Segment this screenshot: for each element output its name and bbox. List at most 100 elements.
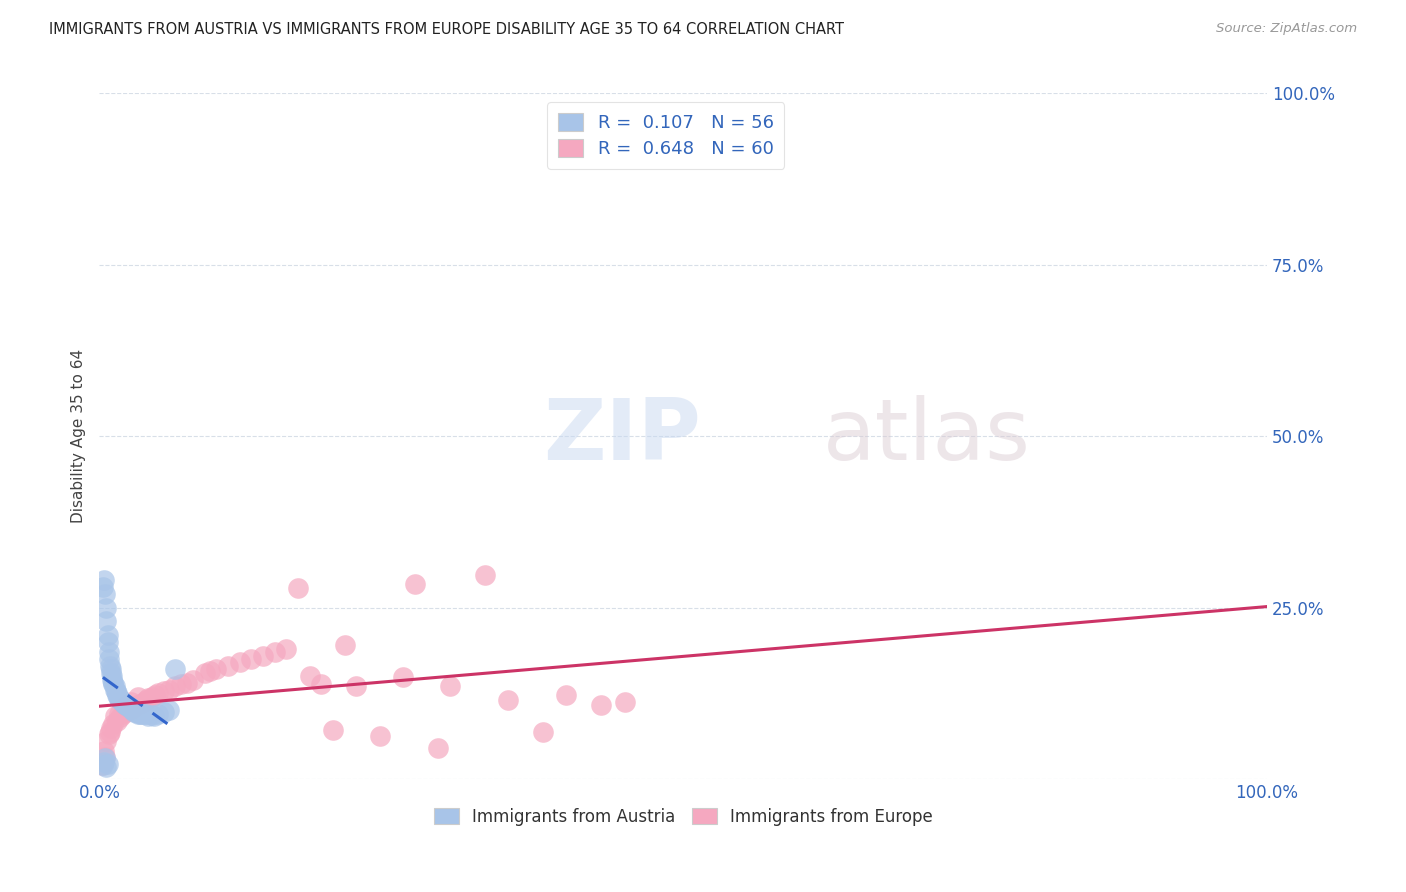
- Point: [107, 690, 129, 704]
- Point: [97, 628, 120, 642]
- Point: [105, 686, 128, 700]
- Point: [125, 698, 148, 712]
- Point: [121, 702, 143, 716]
- Point: [138, 691, 160, 706]
- Point: [124, 706, 146, 720]
- Point: [111, 706, 134, 721]
- Legend: Immigrants from Austria, Immigrants from Europe: Immigrants from Austria, Immigrants from…: [427, 801, 939, 832]
- Point: [129, 706, 152, 721]
- Point: [108, 691, 131, 706]
- Point: [193, 665, 215, 680]
- Text: IMMIGRANTS FROM AUSTRIA VS IMMIGRANTS FROM EUROPE DISABILITY AGE 35 TO 64 CORREL: IMMIGRANTS FROM AUSTRIA VS IMMIGRANTS FR…: [49, 22, 844, 37]
- Point: [322, 723, 344, 737]
- Point: [110, 693, 132, 707]
- Point: [110, 692, 132, 706]
- Point: [217, 658, 239, 673]
- Point: [181, 673, 204, 687]
- Point: [159, 703, 181, 717]
- Point: [93, 755, 115, 769]
- Y-axis label: Disability Age 35 to 64: Disability Age 35 to 64: [72, 349, 86, 524]
- Point: [127, 706, 149, 721]
- Point: [115, 698, 138, 712]
- Point: [138, 709, 160, 723]
- Point: [91, 758, 114, 772]
- Point: [117, 700, 139, 714]
- Point: [129, 697, 152, 711]
- Point: [103, 676, 125, 690]
- Text: ZIP: ZIP: [543, 394, 700, 477]
- Point: [122, 703, 145, 717]
- Point: [120, 701, 142, 715]
- Point: [97, 652, 120, 666]
- Point: [146, 706, 169, 721]
- Point: [110, 710, 132, 724]
- Point: [165, 679, 187, 693]
- Point: [96, 759, 118, 773]
- Point: [96, 600, 118, 615]
- Point: [103, 677, 125, 691]
- Point: [104, 709, 127, 723]
- Point: [97, 756, 120, 771]
- Point: [124, 700, 146, 714]
- Point: [152, 684, 174, 698]
- Point: [427, 741, 450, 756]
- Point: [240, 652, 263, 666]
- Point: [159, 682, 181, 697]
- Text: atlas: atlas: [824, 394, 1031, 477]
- Point: [132, 695, 155, 709]
- Point: [93, 573, 115, 587]
- Point: [93, 744, 115, 758]
- Point: [110, 694, 132, 708]
- Point: [276, 641, 298, 656]
- Point: [613, 695, 636, 709]
- Point: [176, 676, 198, 690]
- Point: [94, 587, 117, 601]
- Point: [135, 707, 157, 722]
- Point: [287, 582, 309, 596]
- Point: [145, 688, 167, 702]
- Point: [104, 682, 127, 697]
- Point: [298, 669, 321, 683]
- Point: [100, 665, 122, 680]
- Point: [104, 684, 127, 698]
- Point: [132, 706, 155, 721]
- Point: [141, 690, 163, 704]
- Point: [108, 706, 131, 721]
- Point: [309, 677, 332, 691]
- Point: [101, 669, 124, 683]
- Point: [100, 721, 122, 735]
- Point: [118, 700, 141, 714]
- Point: [205, 662, 228, 676]
- Point: [96, 734, 118, 748]
- Text: Source: ZipAtlas.com: Source: ZipAtlas.com: [1216, 22, 1357, 36]
- Point: [97, 635, 120, 649]
- Point: [252, 648, 274, 663]
- Point: [114, 705, 136, 719]
- Point: [105, 688, 128, 702]
- Point: [143, 709, 166, 723]
- Point: [344, 679, 367, 693]
- Point: [100, 662, 122, 676]
- Point: [94, 750, 117, 764]
- Point: [117, 698, 139, 713]
- Point: [333, 638, 356, 652]
- Point: [439, 679, 461, 693]
- Point: [114, 697, 136, 711]
- Point: [111, 695, 134, 709]
- Point: [101, 673, 124, 687]
- Point: [125, 706, 148, 720]
- Point: [146, 686, 169, 700]
- Point: [105, 714, 128, 728]
- Point: [90, 758, 112, 772]
- Point: [115, 698, 138, 712]
- Point: [117, 703, 139, 717]
- Point: [165, 662, 187, 676]
- Point: [121, 703, 143, 717]
- Point: [141, 708, 163, 723]
- Point: [96, 614, 118, 628]
- Point: [474, 567, 496, 582]
- Point: [120, 695, 142, 709]
- Point: [97, 645, 120, 659]
- Point: [496, 693, 519, 707]
- Point: [200, 664, 222, 678]
